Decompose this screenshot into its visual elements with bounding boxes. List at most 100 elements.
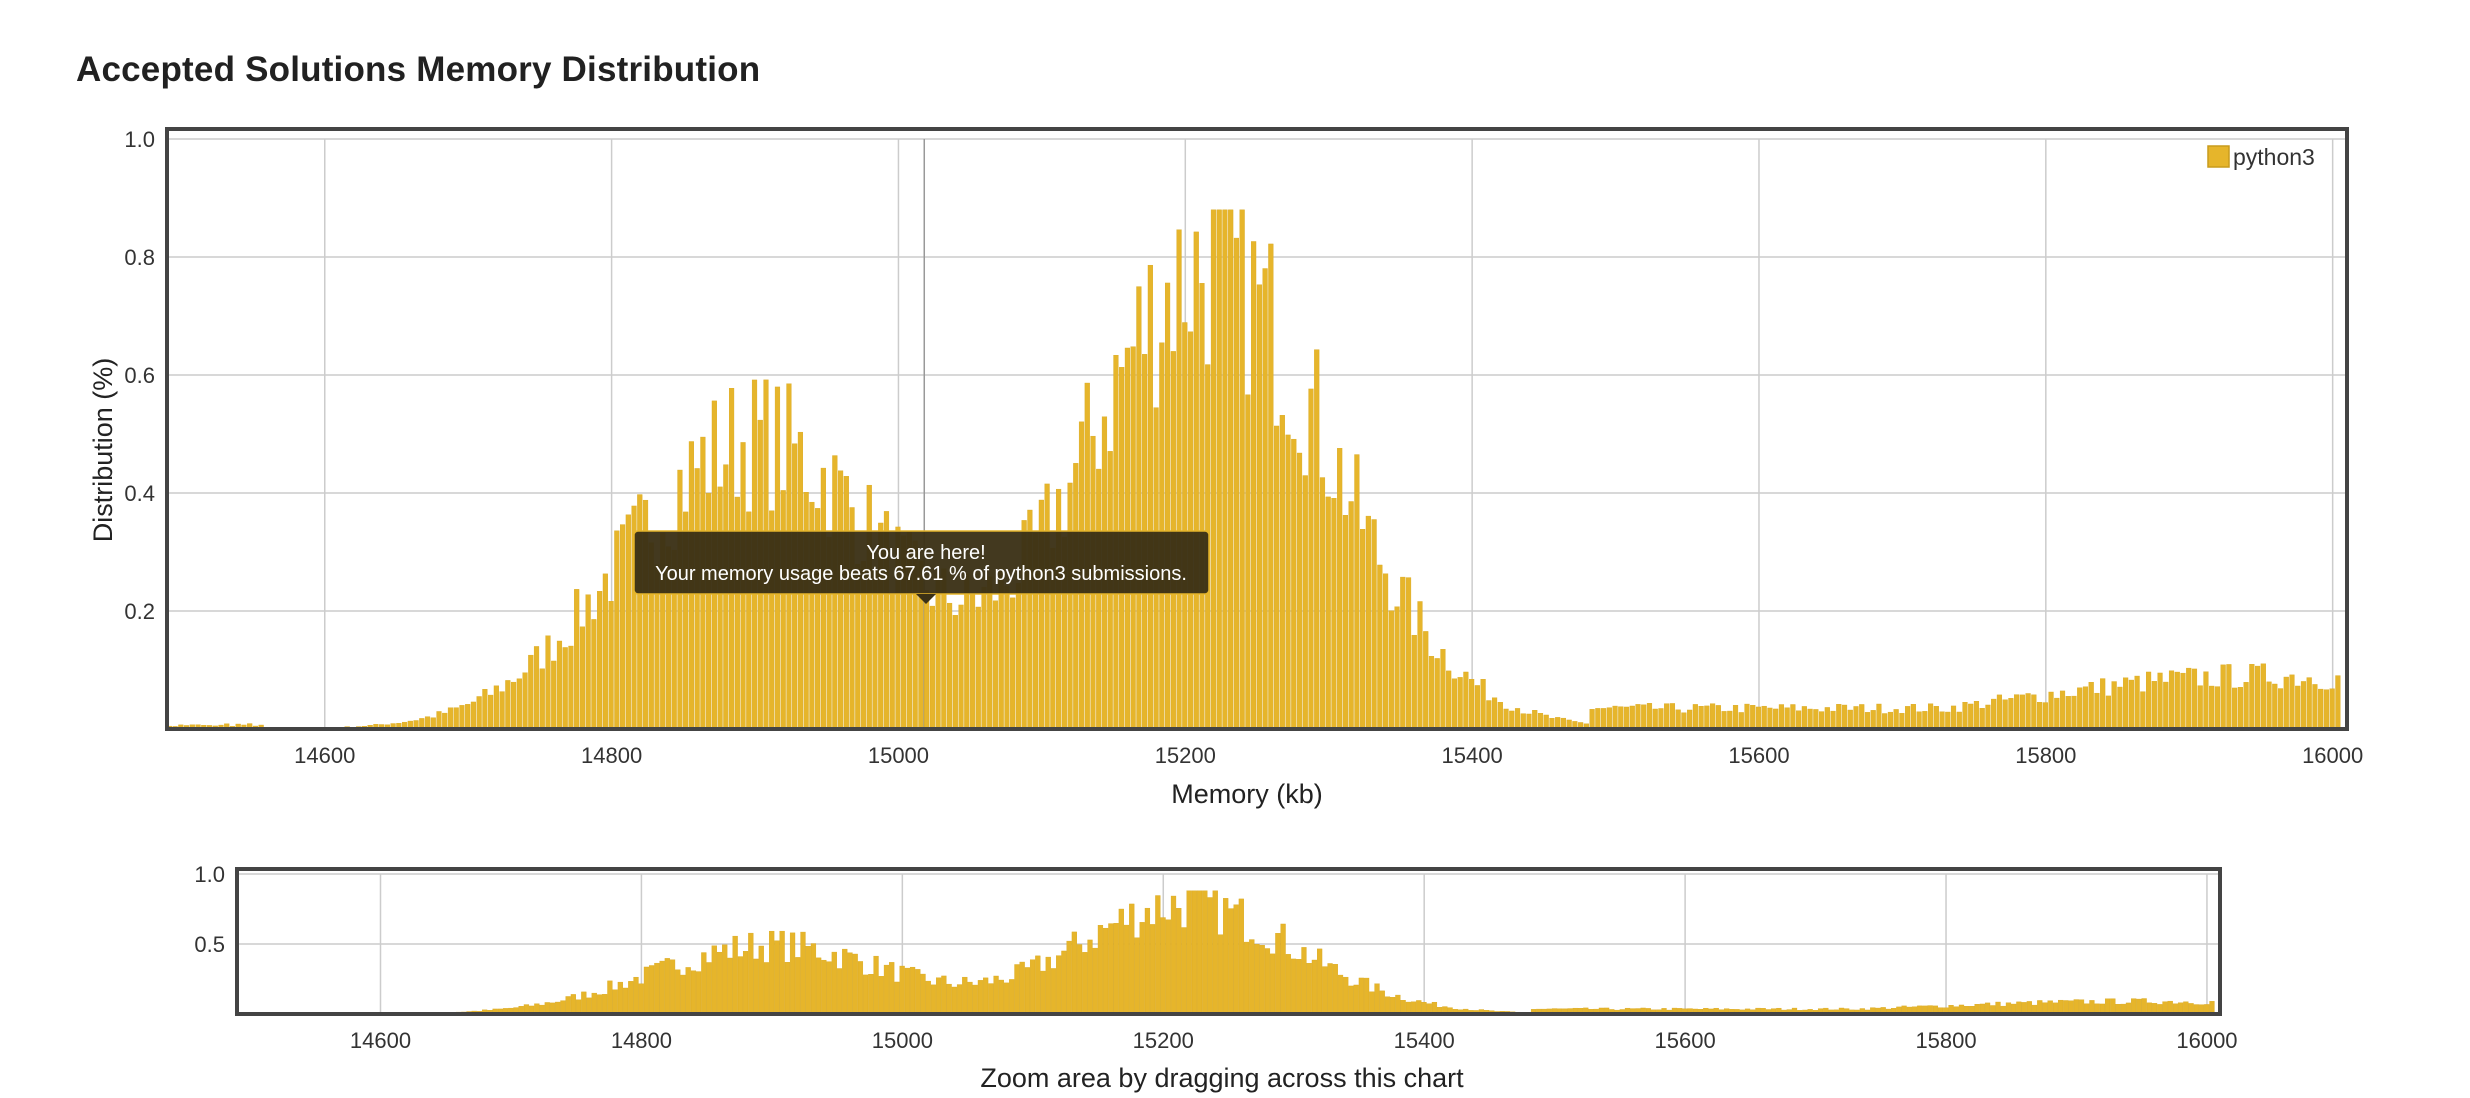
histogram-bar[interactable] — [1279, 415, 1285, 730]
histogram-bar[interactable] — [2123, 677, 2129, 730]
histogram-bar[interactable] — [585, 594, 591, 730]
histogram-bar[interactable] — [1807, 708, 1813, 730]
histogram-bar[interactable] — [1704, 705, 1710, 730]
histogram-bar[interactable] — [2318, 688, 2324, 730]
histogram-bar[interactable] — [1405, 577, 1412, 730]
histogram-bar[interactable] — [1916, 711, 1922, 730]
histogram-bar[interactable] — [465, 704, 471, 730]
histogram-bar[interactable] — [1979, 708, 1985, 730]
histogram-bar[interactable] — [1251, 241, 1257, 730]
histogram-bar[interactable] — [935, 575, 941, 730]
histogram-bar[interactable] — [1721, 711, 1727, 730]
histogram-bar[interactable] — [1296, 452, 1303, 730]
histogram-bar[interactable] — [1526, 713, 1532, 730]
histogram-bar[interactable] — [1331, 498, 1337, 730]
histogram-bar[interactable] — [2220, 664, 2226, 730]
histogram-bar[interactable] — [2260, 663, 2266, 730]
histogram-bar[interactable] — [717, 486, 723, 730]
histogram-bar[interactable] — [2209, 685, 2215, 730]
histogram-bar[interactable] — [1841, 704, 1848, 730]
histogram-bar[interactable] — [1233, 237, 1240, 730]
histogram-bar[interactable] — [1354, 454, 1360, 730]
histogram-bar[interactable] — [1830, 710, 1836, 730]
histogram-bar[interactable] — [1692, 704, 1698, 730]
histogram-bar[interactable] — [992, 600, 999, 730]
histogram-bar[interactable] — [706, 492, 712, 730]
histogram-bar[interactable] — [591, 619, 597, 730]
histogram-bar[interactable] — [1371, 519, 1377, 730]
histogram-bar[interactable] — [1755, 706, 1762, 730]
histogram-bar[interactable] — [1905, 706, 1911, 730]
histogram-bar[interactable] — [1945, 711, 1951, 730]
histogram-bar[interactable] — [1991, 698, 1997, 730]
histogram-bar[interactable] — [1067, 482, 1073, 730]
histogram-bar[interactable] — [2289, 674, 2295, 730]
histogram-bar[interactable] — [1950, 705, 1957, 730]
histogram-bar[interactable] — [2059, 690, 2066, 730]
histogram-bar[interactable] — [1245, 394, 1251, 730]
histogram-bar[interactable] — [1836, 704, 1842, 730]
histogram-bar[interactable] — [1813, 709, 1819, 730]
histogram-bar[interactable] — [1096, 468, 1102, 730]
histogram-bar[interactable] — [952, 615, 958, 730]
histogram-bar[interactable] — [1864, 712, 1871, 730]
histogram-bar[interactable] — [1400, 576, 1406, 730]
histogram-bar[interactable] — [516, 678, 522, 730]
histogram-bar[interactable] — [1796, 710, 1802, 730]
histogram-bar[interactable] — [2019, 694, 2025, 730]
histogram-bar[interactable] — [1446, 670, 1452, 730]
histogram-bar[interactable] — [1910, 704, 1916, 730]
histogram-bar[interactable] — [1164, 282, 1171, 730]
histogram-bar[interactable] — [511, 681, 517, 730]
histogram-bar[interactable] — [2306, 677, 2312, 730]
histogram-bar[interactable] — [1044, 483, 1050, 730]
histogram-bar[interactable] — [2100, 678, 2106, 730]
histogram-bar[interactable] — [2036, 702, 2043, 730]
histogram-bar[interactable] — [436, 711, 442, 730]
histogram-bar[interactable] — [2082, 686, 2089, 730]
histogram-bar[interactable] — [528, 654, 534, 730]
histogram-bar[interactable] — [1887, 711, 1894, 730]
histogram-bar[interactable] — [1652, 708, 1658, 730]
histogram-bar[interactable] — [2014, 694, 2020, 730]
histogram-bar[interactable] — [1790, 704, 1796, 730]
histogram-bar[interactable] — [1497, 702, 1503, 730]
histogram-bar[interactable] — [1503, 708, 1509, 730]
histogram-bar[interactable] — [545, 635, 551, 730]
histogram-bar[interactable] — [614, 530, 620, 730]
histogram-bar[interactable] — [1394, 606, 1400, 730]
histogram-bar[interactable] — [1738, 712, 1744, 730]
memory-distribution-chart[interactable]: 0.2 0.4 0.6 0.8 1.0 14600 14800 15000 15200 1540… — [0, 0, 2470, 820]
histogram-bar[interactable] — [1589, 709, 1595, 730]
histogram-bar[interactable] — [2151, 681, 2157, 730]
histogram-bar[interactable] — [2249, 664, 2255, 730]
histogram-bar[interactable] — [1606, 707, 1612, 730]
histogram-bar[interactable] — [2295, 685, 2301, 730]
histogram-bar[interactable] — [1285, 434, 1291, 730]
histogram-bar[interactable] — [1055, 488, 1062, 730]
histogram-bar[interactable] — [1962, 702, 1968, 730]
histogram-bar[interactable] — [723, 464, 729, 730]
histogram-bar[interactable] — [2197, 685, 2203, 730]
histogram-bar[interactable] — [2140, 691, 2146, 730]
histogram-bar[interactable] — [1778, 704, 1785, 730]
histogram-bar[interactable] — [459, 705, 465, 730]
histogram-bar[interactable] — [780, 490, 786, 730]
histogram-bar[interactable] — [924, 590, 930, 730]
histogram-bar[interactable] — [1365, 515, 1371, 730]
histogram-bar[interactable] — [2025, 693, 2031, 730]
histogram-bar[interactable] — [1520, 713, 1526, 730]
histogram-bar[interactable] — [1612, 705, 1618, 730]
histogram-bar[interactable] — [1262, 268, 1268, 730]
histogram-bar[interactable] — [533, 646, 540, 730]
histogram-bar[interactable] — [1709, 703, 1716, 730]
histogram-bar[interactable] — [625, 514, 631, 730]
histogram-bar[interactable] — [2203, 671, 2209, 730]
histogram-bar[interactable] — [2071, 695, 2077, 730]
histogram-bar[interactable] — [499, 691, 505, 730]
histogram-bar[interactable] — [505, 680, 511, 730]
histogram-bar[interactable] — [1382, 573, 1389, 730]
histogram-bar[interactable] — [2105, 695, 2112, 730]
histogram-bar[interactable] — [493, 685, 499, 730]
histogram-bar[interactable] — [1457, 677, 1463, 730]
